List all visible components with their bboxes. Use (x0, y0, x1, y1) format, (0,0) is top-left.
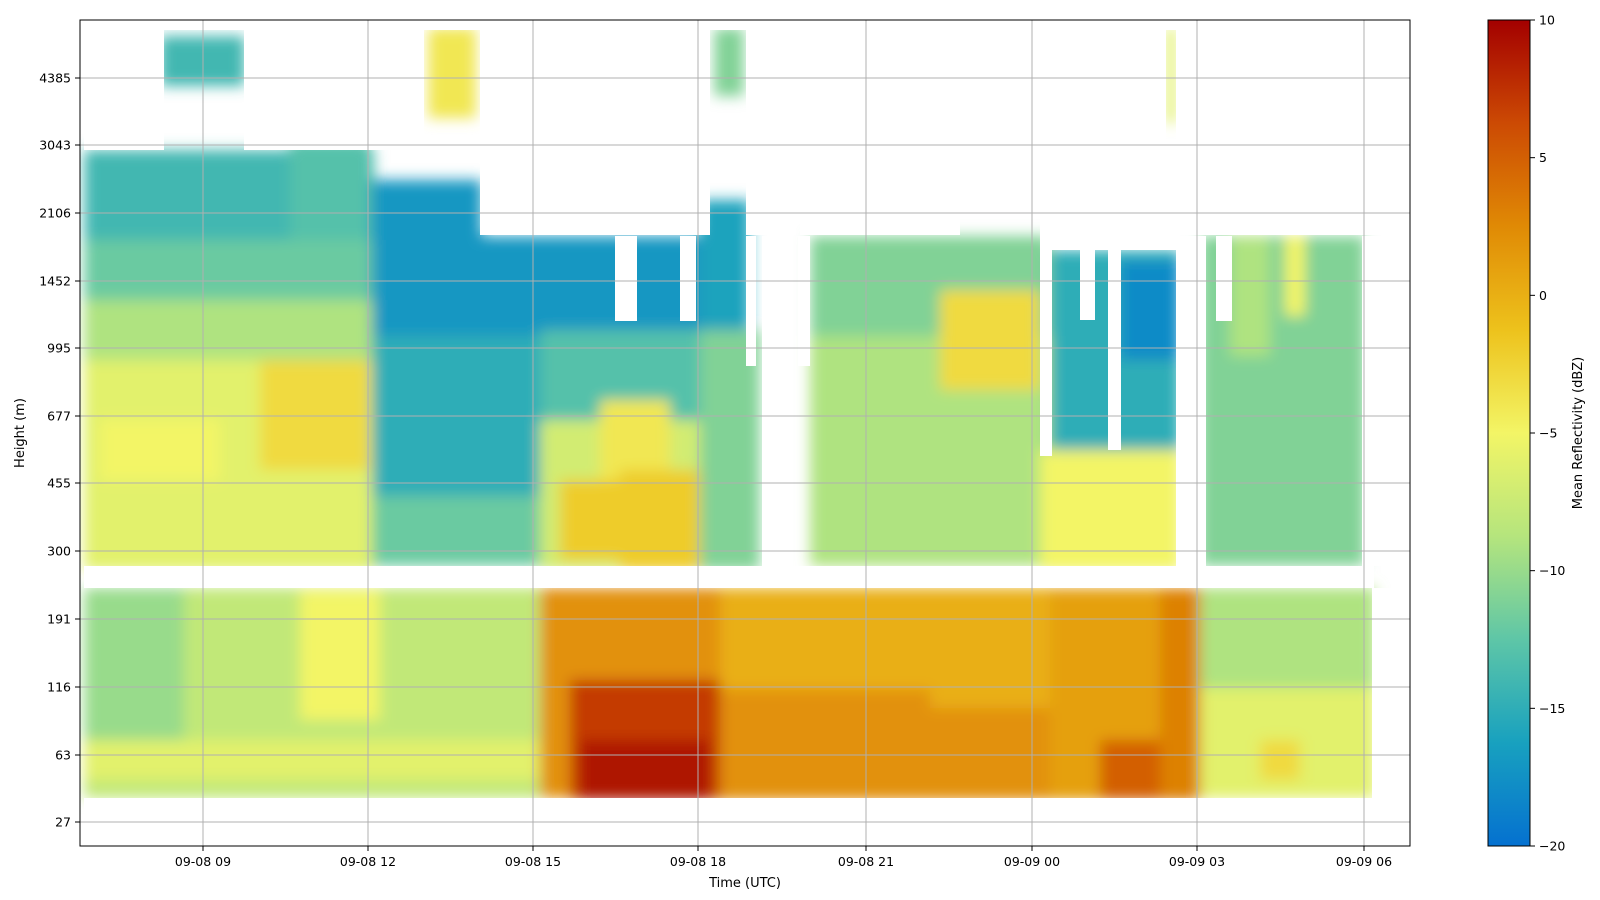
colorbar-tick-label: 0 (1539, 288, 1547, 303)
heatmap-cell (700, 330, 760, 570)
y-tick-label: 300 (47, 544, 71, 559)
no-data-gap (480, 20, 710, 150)
colorbar-tick-label: 5 (1539, 150, 1547, 165)
heatmap-cell (940, 290, 1040, 390)
heatmap-cell (1040, 450, 1180, 570)
y-tick-label: 3043 (39, 138, 71, 153)
colorbar-tick-label: −20 (1539, 839, 1565, 854)
y-tick-label: 27 (55, 815, 71, 830)
x-tick-label: 09-08 18 (670, 854, 726, 869)
colorbar-ticks: 10 5 0 −5 −10 −15 −20 (1530, 13, 1565, 854)
no-data-gap (1040, 236, 1052, 456)
no-data-gap (762, 236, 778, 566)
x-axis-title: Time (UTC) (708, 876, 781, 891)
no-data-gap (746, 236, 756, 366)
x-tick-label: 09-08 09 (175, 854, 231, 869)
x-tick-label: 09-08 12 (340, 854, 396, 869)
no-data-gap (480, 150, 710, 235)
heatmap-cell (1200, 588, 1375, 688)
no-data-gap (1040, 150, 1180, 250)
heatmap-cell (560, 480, 620, 560)
colorbar-tick-label: −5 (1539, 426, 1557, 441)
plot-frame (79, 19, 1411, 847)
no-data-gap (244, 20, 424, 150)
heatmap-cell (100, 420, 220, 480)
no-data-gap (746, 150, 796, 235)
no-data-gap (1176, 236, 1206, 566)
y-tick-label: 4385 (39, 71, 71, 86)
heatmap-cell (372, 180, 482, 240)
heatmap-cell (1160, 588, 1200, 798)
colorbar-tick-label: −10 (1539, 563, 1565, 578)
no-data-gap (1176, 566, 1206, 588)
y-axis: 27 63 116 191 300 455 677 995 1452 2106 3043 4385 (39, 71, 80, 830)
no-data-gap (1176, 150, 1410, 235)
reflectivity-heatmap (84, 20, 1410, 846)
heatmap-cell (428, 28, 476, 118)
no-data-gap (1108, 250, 1121, 450)
no-data-gap (960, 150, 980, 200)
y-tick-label: 1452 (39, 274, 71, 289)
heatmap-cell (84, 740, 544, 780)
x-tick-label: 09-09 03 (1169, 854, 1225, 869)
no-data-gap (1362, 236, 1410, 566)
y-tick-label: 995 (47, 341, 71, 356)
no-data-gap (1080, 250, 1095, 320)
heatmap-cell (260, 360, 370, 470)
colorbar-tick-label: −15 (1539, 701, 1565, 716)
heatmap-cell (84, 588, 184, 748)
y-tick-label: 191 (47, 612, 71, 627)
x-tick-label: 09-08 15 (505, 854, 561, 869)
x-tick-label: 09-08 21 (838, 854, 894, 869)
heatmap-cell (1285, 236, 1305, 316)
no-data-gap (84, 20, 164, 150)
heatmap-cell (714, 28, 744, 96)
y-axis-title: Height (m) (13, 398, 28, 468)
x-tick-label: 09-09 00 (1004, 854, 1060, 869)
y-tick-label: 63 (55, 748, 71, 763)
grid-lines (80, 20, 1410, 846)
colorbar-tick-label: 10 (1539, 13, 1555, 28)
no-data-gap (1372, 588, 1410, 798)
colorbar-title: Mean Reflectivity (dBZ) (1571, 357, 1586, 510)
y-tick-label: 2106 (39, 206, 71, 221)
y-tick-label: 455 (47, 476, 71, 491)
heatmap-cell (372, 496, 542, 566)
heatmap-cell (620, 470, 710, 570)
heatmap-cell (1230, 236, 1270, 356)
no-data-gap (1176, 20, 1410, 150)
heatmap-cell (84, 300, 374, 360)
heatmap-cell (84, 240, 374, 300)
heatmap-cell (290, 140, 370, 240)
no-data-gap (1216, 236, 1232, 321)
heatmap-cell (1120, 260, 1180, 360)
heatmap-cell (600, 400, 670, 480)
no-data-gap (84, 566, 1374, 588)
colorbar-gradient (1487, 19, 1531, 847)
heatmap-cell (372, 236, 702, 336)
heatmap-cell (580, 740, 710, 800)
x-tick-label: 09-09 06 (1336, 854, 1392, 869)
heatmap-cell (1166, 28, 1176, 123)
no-data-gap (680, 236, 696, 321)
no-data-gap (800, 150, 960, 235)
heatmap-cell (300, 590, 380, 720)
y-tick-label: 116 (47, 680, 71, 695)
no-data-gap (746, 20, 1166, 150)
heatmap-cell (1260, 740, 1300, 780)
no-data-gap (615, 236, 637, 321)
no-data-gap (84, 20, 1410, 30)
no-data-gap (798, 236, 810, 366)
x-axis: 09-08 09 09-08 12 09-08 15 09-08 18 09-08 21… (175, 846, 1392, 869)
colorbar: 10 5 0 −5 −10 −15 −20 Mean Reflectivity (dBZ) (1487, 13, 1586, 854)
heatmap-cell (930, 588, 1050, 708)
y-tick-label: 677 (47, 409, 71, 424)
